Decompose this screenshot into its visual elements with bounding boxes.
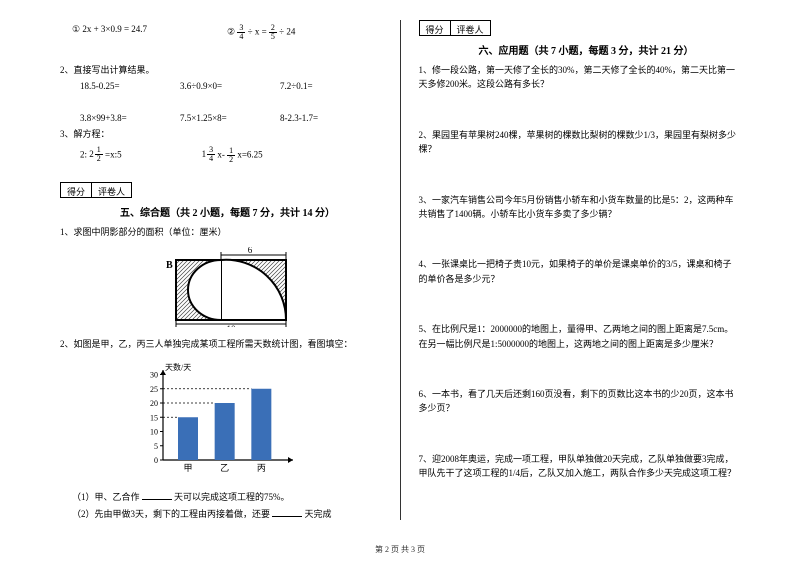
svg-text:15: 15: [150, 413, 158, 422]
calc-item: 3.6÷0.9×0=: [180, 81, 250, 91]
r-q1: 1、修一段公路，第一天修了全长的30%，第二天修了全长的40%，第二天比第一天多…: [419, 63, 741, 92]
blank-field: [272, 507, 302, 517]
svg-text:天数/天: 天数/天: [165, 362, 191, 372]
svg-text:丙: 丙: [257, 463, 266, 473]
fraction-3-4: 3 4: [237, 24, 245, 41]
shaded-area-svg: 6 10 B: [136, 247, 306, 327]
mixed-1-3-4: 1 34: [202, 146, 216, 163]
svg-text:乙: 乙: [220, 463, 229, 473]
left-column: ① 2x + 3×0.9 = 24.7 ② 3 4 ÷ x = 2 5 ÷ 24…: [50, 20, 401, 520]
score-box-6: 得分 评卷人: [419, 20, 741, 36]
r-q7: 7、迎2008年奥运，完成一项工程，甲队单独做20天完成，乙队单独做要3完成，甲…: [419, 452, 741, 481]
r-q3: 3、一家汽车销售公司今年5月份销售小轿车和小货车数量的比是5：2，这两种车共销售…: [419, 193, 741, 222]
s5-q2-2: （2）先由甲做3天，剩下的工程由丙接着做，还要 天完成: [72, 507, 382, 522]
page-content: ① 2x + 3×0.9 = 24.7 ② 3 4 ÷ x = 2 5 ÷ 24…: [0, 0, 800, 520]
score-cell: 评卷人: [451, 20, 491, 36]
r-q2: 2、果园里有苹果树240棵，苹果树的棵数比梨树的棵数少1/3，果园里有梨树多少棵…: [419, 128, 741, 157]
svg-text:0: 0: [154, 456, 158, 465]
section-5-title: 五、综合题（共 2 小题，每题 7 分，共计 14 分）: [120, 208, 335, 219]
r-q6: 6、一本书，看了几天后还剩160页没看，剩下的页数比这本书的少20页，这本书多少…: [419, 387, 741, 416]
calc-item: 18.5-0.25=: [80, 81, 150, 91]
eq3-left: 2: 212 =x:5: [80, 146, 122, 164]
mixed-2-1-2: 212: [89, 146, 103, 163]
score-cell: 得分: [419, 20, 451, 36]
q3-title: 3、解方程：: [60, 127, 382, 141]
score-cell: 评卷人: [92, 182, 132, 198]
eq3-right: 1 34 x- 12 x=6.25: [202, 146, 263, 164]
blank-field: [142, 490, 172, 500]
svg-text:5: 5: [154, 441, 158, 450]
figure-bar-chart: 天数/天 30 25 20 15 10 5 0 甲 乙 丙: [60, 360, 382, 482]
score-cell: 得分: [60, 182, 92, 198]
calc-item: 7.2÷0.1=: [280, 81, 350, 91]
s5-q2: 2、如图是甲，乙，丙三人单独完成某项工程所需天数统计图，看图填空：: [60, 337, 382, 351]
bar-chart-svg: 天数/天 30 25 20 15 10 5 0 甲 乙 丙: [131, 360, 311, 480]
equation-row-1: ① 2x + 3×0.9 = 24.7 ② 3 4 ÷ x = 2 5 ÷ 24: [72, 24, 382, 41]
calc-item: 3.8×99+3.8=: [80, 113, 150, 123]
page-footer: 第 2 页 共 3 页: [0, 544, 800, 555]
score-box-5: 得分 评卷人: [60, 182, 382, 198]
q2-title: 2、直接写出计算结果。: [60, 63, 382, 77]
calc-item: 8-2.3-1.7=: [280, 113, 350, 123]
r-q4: 4、一张课桌比一把椅子贵10元，如果椅子的单价是课桌单价的3/5，课桌和椅子的单…: [419, 257, 741, 286]
svg-text:6: 6: [248, 247, 253, 255]
r-q5: 5、在比例尺是1：2000000的地图上，量得甲、乙两地之间的图上距离是7.5c…: [419, 322, 741, 351]
svg-text:甲: 甲: [183, 463, 192, 473]
figure-shaded-area: 6 10 B: [60, 247, 382, 329]
fraction-2-5: 2 5: [269, 24, 277, 41]
calc-row-2: 3.8×99+3.8= 7.5×1.25×8= 8-2.3-1.7=: [80, 113, 382, 123]
fraction-1-2: 12: [227, 147, 235, 164]
svg-text:10: 10: [226, 324, 236, 327]
svg-text:20: 20: [150, 399, 158, 408]
eq1-left: ① 2x + 3×0.9 = 24.7: [72, 24, 147, 41]
s5-q1: 1、求图中阴影部分的面积（单位：厘米）: [60, 225, 382, 239]
eq1-right: ② 3 4 ÷ x = 2 5 ÷ 24: [227, 24, 295, 41]
calc-row-1: 18.5-0.25= 3.6÷0.9×0= 7.2÷0.1=: [80, 81, 382, 91]
s5-q2-1: （1）甲、乙合作 天可以完成这项工程的75%。: [72, 490, 382, 505]
calc-item: 7.5×1.25×8=: [180, 113, 250, 123]
right-column: 得分 评卷人 六、应用题（共 7 小题，每题 3 分，共计 21 分） 1、修一…: [401, 20, 751, 520]
section-5-header: 五、综合题（共 2 小题，每题 7 分，共计 14 分）: [60, 204, 382, 219]
equation-row-3: 2: 212 =x:5 1 34 x- 12 x=6.25: [80, 146, 382, 164]
svg-text:30: 30: [150, 370, 158, 379]
section-6-header: 六、应用题（共 7 小题，每题 3 分，共计 21 分）: [419, 42, 741, 57]
svg-text:B: B: [166, 260, 173, 271]
svg-text:10: 10: [150, 427, 158, 436]
svg-text:25: 25: [150, 384, 158, 393]
section-6-title: 六、应用题（共 7 小题，每题 3 分，共计 21 分）: [479, 46, 694, 57]
